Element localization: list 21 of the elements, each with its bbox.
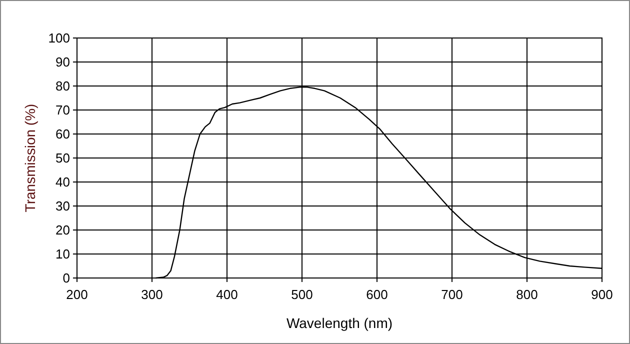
y-tick-label: 30 [56, 198, 70, 214]
y-tick-label: 70 [56, 102, 70, 118]
y-tick-label: 80 [56, 78, 70, 94]
y-tick-label: 60 [56, 126, 70, 142]
y-tick-label: 90 [56, 54, 70, 70]
x-tick-label: 800 [516, 287, 538, 302]
y-tick-label: 20 [56, 222, 70, 238]
y-tick-label: 0 [62, 270, 70, 286]
x-tick-label: 500 [291, 287, 313, 302]
y-tick-label: 100 [48, 30, 70, 46]
x-tick-label: 200 [66, 287, 88, 302]
x-axis-title: Wavelength (nm) [286, 315, 393, 331]
x-tick-label: 300 [141, 287, 163, 302]
y-tick-label: 40 [56, 174, 70, 190]
y-tick-label: 50 [56, 150, 70, 166]
x-tick-label: 900 [591, 287, 613, 302]
y-tick-label: 10 [56, 246, 70, 262]
x-tick-label: 600 [366, 287, 388, 302]
x-tick-label: 400 [216, 287, 238, 302]
x-tick-label: 700 [441, 287, 463, 302]
y-axis-title: Transmission (%) [22, 104, 38, 212]
